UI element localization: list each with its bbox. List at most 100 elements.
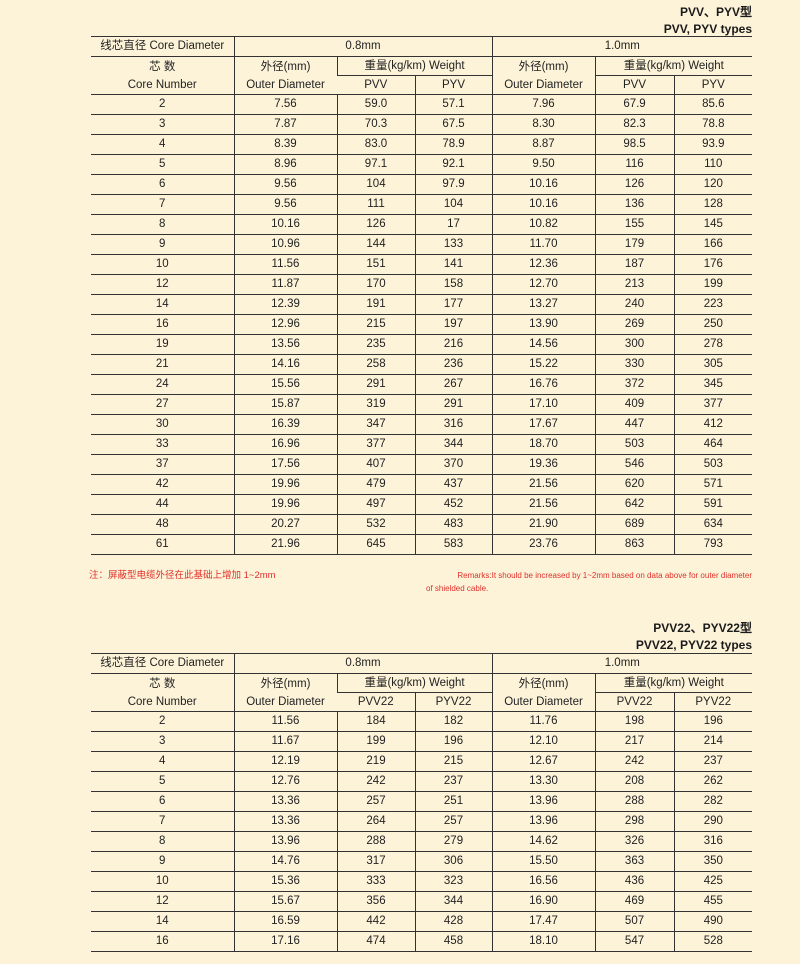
outer-diameter-cn: 外径(mm) — [260, 60, 311, 73]
weight-b-10-cell: 282 — [673, 791, 753, 812]
weight-a-10-cell: 242 — [594, 751, 675, 772]
core-number-cell: 9 — [91, 234, 234, 255]
type-b-header: PYV22 — [414, 692, 493, 712]
outer-diameter-08-cell: 11.67 — [233, 731, 337, 752]
weight-b-10-cell: 503 — [673, 454, 753, 475]
weight-b-10-cell: 464 — [673, 434, 753, 455]
outer-diameter-08-cell: 13.96 — [233, 831, 337, 852]
table-row: 16 17.16 474 458 18.10 547 528 — [91, 931, 753, 952]
weight-b-10-cell: 237 — [673, 751, 753, 772]
outer-diameter-08-cell: 10.96 — [233, 234, 337, 255]
outer-diameter-10-cell: 15.50 — [491, 851, 596, 872]
weight-b-10-cell: 128 — [673, 194, 753, 215]
weight-b-08-cell: 97.9 — [414, 174, 493, 195]
weight-b-10-cell: 93.9 — [673, 134, 753, 155]
diameter-08-header: 0.8mm — [233, 653, 493, 674]
outer-diameter-10-cell: 10.16 — [491, 174, 596, 195]
weight-a-10-cell: 126 — [594, 174, 675, 195]
weight-b-10-cell: 262 — [673, 771, 753, 792]
outer-diameter-08-cell: 13.36 — [233, 791, 337, 812]
outer-diameter-10-cell: 12.10 — [491, 731, 596, 752]
outer-diameter-10-cell: 12.67 — [491, 751, 596, 772]
weight-a-08-cell: 184 — [336, 711, 415, 732]
weight-a-08-cell: 264 — [336, 811, 415, 832]
weight-a-08-cell: 645 — [336, 534, 415, 555]
core-number-en: Core Number — [127, 78, 197, 91]
weight-a-08-cell: 83.0 — [336, 134, 415, 155]
weight-b-10-cell: 634 — [673, 514, 753, 535]
outer-diameter-08-cell: 19.96 — [233, 494, 337, 515]
outer-diameter-10-cell: 18.70 — [491, 434, 596, 455]
outer-diameter-10-cell: 8.30 — [491, 114, 596, 135]
core-number-cell: 3 — [91, 114, 234, 135]
weight-a-10-cell: 620 — [594, 474, 675, 495]
table2-title-en: PVV22, PYV22 types — [635, 638, 752, 652]
weight-a-10-cell: 547 — [594, 931, 675, 952]
outer-diameter-08-cell: 11.87 — [233, 274, 337, 295]
weight-a-10-cell: 503 — [594, 434, 675, 455]
weight-a-08-cell: 497 — [336, 494, 415, 515]
core-number-cell: 2 — [91, 711, 234, 732]
weight-a-10-cell: 546 — [594, 454, 675, 475]
weight-a-10-cell: 187 — [594, 254, 675, 275]
weight-b-08-cell: 437 — [414, 474, 493, 495]
outer-diameter-10-cell: 13.27 — [491, 294, 596, 315]
table-row: 30 16.39 347 316 17.67 447 412 — [91, 414, 753, 435]
weight-b-10-cell: 490 — [673, 911, 753, 932]
core-number-cell: 16 — [91, 931, 234, 952]
outer-diameter-08-cell: 12.39 — [233, 294, 337, 315]
outer-diameter-10-cell: 16.90 — [491, 891, 596, 912]
outer-diameter-08-cell: 15.56 — [233, 374, 337, 395]
weight-a-08-cell: 144 — [336, 234, 415, 255]
table-row: 10 15.36 333 323 16.56 436 425 — [91, 871, 753, 892]
outer-diameter-08-cell: 15.67 — [233, 891, 337, 912]
weight-b-08-cell: 236 — [414, 354, 493, 375]
core-number-header: 芯 数 Core Number — [91, 56, 234, 95]
outer-diameter-cn: 外径(mm) — [518, 60, 569, 73]
weight-b-08-cell: 428 — [414, 911, 493, 932]
weight-header: 重量(kg/km) Weight — [594, 673, 753, 693]
weight-a-08-cell: 59.0 — [336, 94, 415, 115]
weight-header: 重量(kg/km) Weight — [336, 56, 493, 76]
outer-diameter-08-cell: 14.76 — [233, 851, 337, 872]
weight-b-08-cell: 237 — [414, 771, 493, 792]
weight-b-08-cell: 141 — [414, 254, 493, 275]
weight-b-10-cell: 316 — [673, 831, 753, 852]
outer-diameter-en: Outer Diameter — [246, 78, 325, 91]
outer-diameter-08-cell: 10.16 — [233, 214, 337, 235]
core-number-cell: 27 — [91, 394, 234, 415]
outer-diameter-08-cell: 12.76 — [233, 771, 337, 792]
weight-b-10-cell: 145 — [673, 214, 753, 235]
outer-diameter-10-cell: 12.70 — [491, 274, 596, 295]
table-row: 5 12.76 242 237 13.30 208 262 — [91, 771, 753, 792]
core-number-cell: 61 — [91, 534, 234, 555]
weight-b-08-cell: 257 — [414, 811, 493, 832]
weight-b-08-cell: 78.9 — [414, 134, 493, 155]
core-number-header: 芯 数 Core Number — [91, 673, 234, 712]
weight-a-10-cell: 213 — [594, 274, 675, 295]
weight-a-10-cell: 240 — [594, 294, 675, 315]
table2-title: PVV22、PYV22型 PVV22, PYV22 types — [636, 620, 752, 654]
weight-a-08-cell: 235 — [336, 334, 415, 355]
weight-b-10-cell: 571 — [673, 474, 753, 495]
table-row: 2 11.56 184 182 11.76 198 196 — [91, 711, 753, 732]
weight-a-10-cell: 298 — [594, 811, 675, 832]
type-b-header: PYV — [414, 75, 493, 95]
outer-diameter-10-cell: 9.50 — [491, 154, 596, 175]
outer-diameter-10-cell: 15.22 — [491, 354, 596, 375]
outer-diameter-10-cell: 13.96 — [491, 791, 596, 812]
weight-a-08-cell: 291 — [336, 374, 415, 395]
core-number-cell: 44 — [91, 494, 234, 515]
weight-a-10-cell: 179 — [594, 234, 675, 255]
table-row: 42 19.96 479 437 21.56 620 571 — [91, 474, 753, 495]
outer-diameter-10-cell: 23.76 — [491, 534, 596, 555]
weight-a-10-cell: 447 — [594, 414, 675, 435]
core-number-cell: 10 — [91, 871, 234, 892]
weight-a-08-cell: 111 — [336, 194, 415, 215]
type-a-header: PVV22 — [594, 692, 675, 712]
weight-b-10-cell: 278 — [673, 334, 753, 355]
weight-a-10-cell: 217 — [594, 731, 675, 752]
weight-a-10-cell: 208 — [594, 771, 675, 792]
table-row: 16 12.96 215 197 13.90 269 250 — [91, 314, 753, 335]
weight-a-10-cell: 155 — [594, 214, 675, 235]
